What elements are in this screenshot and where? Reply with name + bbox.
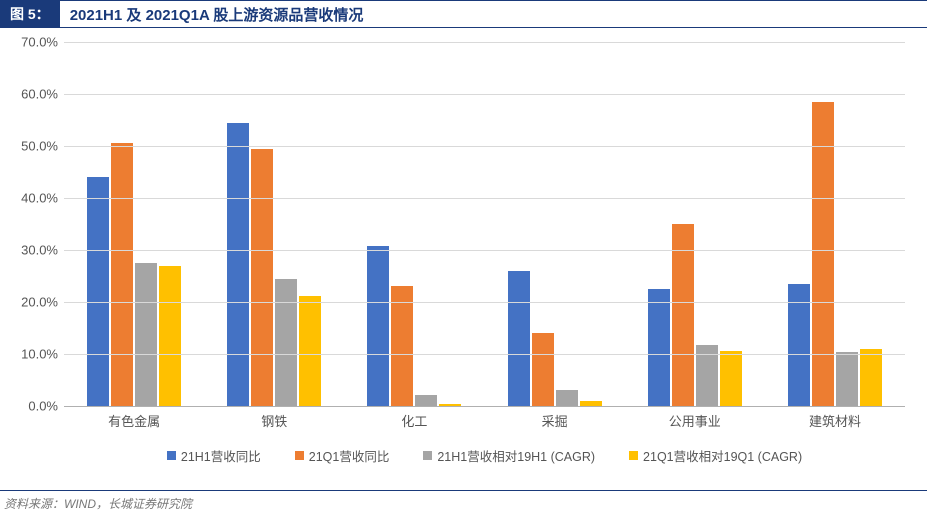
legend-item: 21H1营收相对19H1 (CAGR)	[423, 446, 595, 465]
gridline	[64, 146, 905, 147]
legend-swatch	[295, 451, 304, 460]
bar	[556, 390, 578, 406]
x-axis-label: 有色金属	[64, 411, 204, 430]
legend-swatch	[167, 451, 176, 460]
bar	[672, 224, 694, 406]
bar	[439, 404, 461, 406]
y-axis-label: 10.0%	[0, 347, 58, 362]
bar	[508, 271, 530, 406]
gridline	[64, 94, 905, 95]
bar	[391, 286, 413, 406]
plot-area: 有色金属钢铁化工采掘公用事业建筑材料 0.0%10.0%20.0%30.0%40…	[64, 42, 905, 407]
y-axis-label: 60.0%	[0, 87, 58, 102]
legend-item: 21H1营收同比	[167, 446, 261, 465]
bar	[532, 333, 554, 406]
gridline	[64, 302, 905, 303]
y-axis-label: 0.0%	[0, 399, 58, 414]
legend-swatch	[423, 451, 432, 460]
bars-container: 有色金属钢铁化工采掘公用事业建筑材料	[64, 42, 905, 406]
chart-legend: 21H1营收同比 21Q1营收同比 21H1营收相对19H1 (CAGR) 21Q1营…	[64, 446, 905, 465]
legend-swatch	[629, 451, 638, 460]
legend-label: 21Q1营收同比	[309, 446, 390, 465]
source-footer: 资料来源：WIND，长城证券研究院	[0, 490, 927, 514]
x-axis-label: 公用事业	[625, 411, 765, 430]
y-axis-label: 40.0%	[0, 191, 58, 206]
bar	[135, 263, 157, 406]
legend-label: 21H1营收相对19H1 (CAGR)	[437, 446, 595, 465]
legend-label: 21Q1营收相对19Q1 (CAGR)	[643, 446, 802, 465]
bar	[111, 143, 133, 406]
bar	[275, 279, 297, 406]
bar	[860, 349, 882, 406]
y-axis-label: 20.0%	[0, 295, 58, 310]
bar-group: 公用事业	[625, 42, 765, 406]
bar	[299, 296, 321, 406]
figure-number-badge: 图 5：	[0, 1, 60, 27]
bar-group: 建筑材料	[765, 42, 905, 406]
x-axis-label: 采掘	[485, 411, 625, 430]
bar	[580, 401, 602, 406]
bar	[836, 352, 858, 406]
y-axis-label: 70.0%	[0, 35, 58, 50]
x-axis-label: 建筑材料	[765, 411, 905, 430]
bar	[720, 351, 742, 406]
bar	[159, 266, 181, 406]
gridline	[64, 198, 905, 199]
bar	[87, 177, 109, 406]
bar-group: 有色金属	[64, 42, 204, 406]
legend-item: 21Q1营收同比	[295, 446, 390, 465]
bar-group: 化工	[344, 42, 484, 406]
bar-group: 钢铁	[204, 42, 344, 406]
gridline	[64, 42, 905, 43]
y-axis-label: 50.0%	[0, 139, 58, 154]
revenue-bar-chart: 有色金属钢铁化工采掘公用事业建筑材料 0.0% 10.0% 20.0% 30.0% 40…	[0, 28, 927, 473]
legend-label: 21H1营收同比	[181, 446, 261, 465]
legend-item: 21Q1营收相对19Q1 (CAGR)	[629, 446, 802, 465]
x-axis-label: 钢铁	[204, 411, 344, 430]
bar	[367, 246, 389, 406]
gridline	[64, 354, 905, 355]
y-axis-label: 30.0%	[0, 243, 58, 258]
bar	[812, 102, 834, 406]
x-axis-label: 化工	[344, 411, 484, 430]
bar-group: 采掘	[485, 42, 625, 406]
gridline	[64, 250, 905, 251]
bar	[227, 123, 249, 406]
bar	[648, 289, 670, 406]
figure-title: 2021H1 及 2021Q1A 股上游资源品营收情况	[60, 1, 364, 27]
bar	[415, 395, 437, 406]
figure-header: 图 5： 2021H1 及 2021Q1A 股上游资源品营收情况	[0, 0, 927, 28]
bar	[251, 149, 273, 406]
